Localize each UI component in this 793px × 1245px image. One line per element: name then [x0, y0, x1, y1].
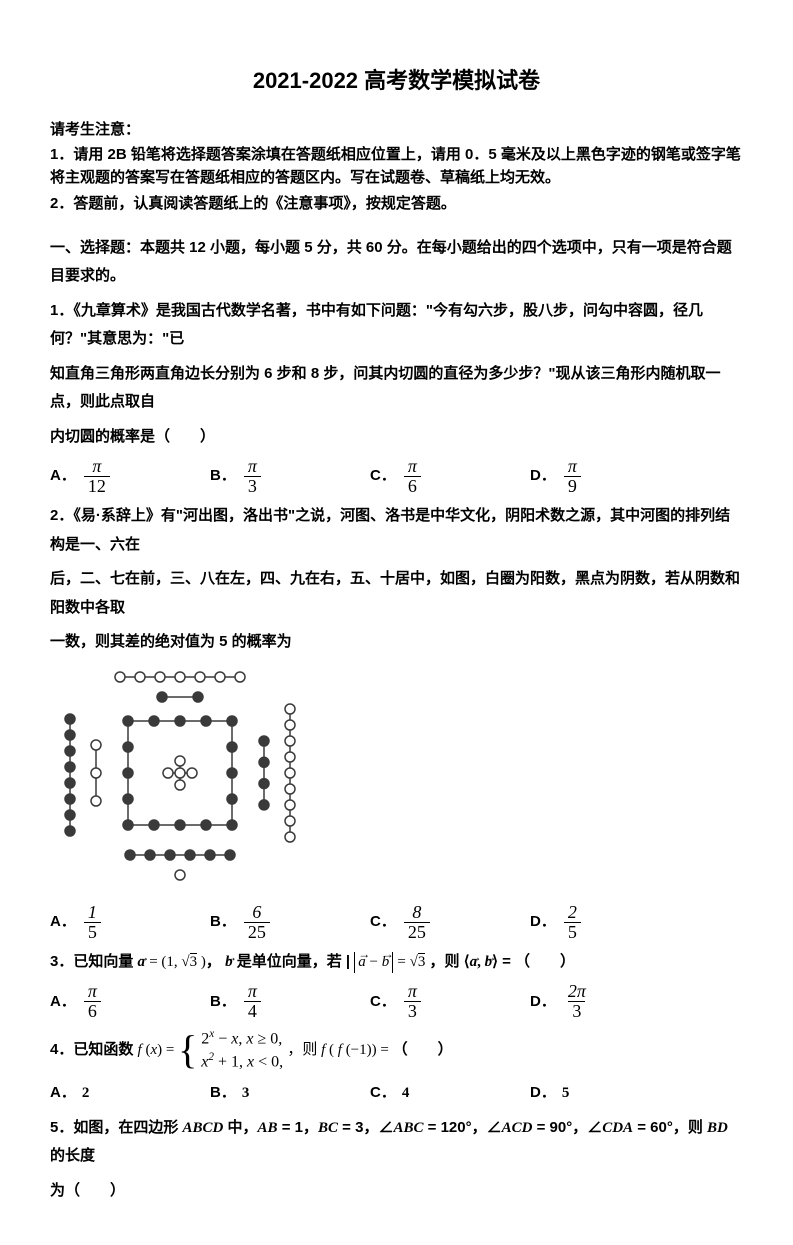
notice-header: 请考生注意：	[50, 116, 743, 145]
notice-1: 1．请用 2B 铅笔将选择题答案涂填在答题纸相应位置上，请用 0．5 毫米及以上…	[50, 144, 743, 189]
question-1-line3: 内切圆的概率是（ ）	[50, 423, 743, 452]
question-2-line2: 后，二、七在前，三、八在左，四、九在右，五、十居中，如图，白圈为阳数，黑点为阴数…	[50, 565, 743, 622]
question-2-line1: 2．《易·系辞上》有"河出图，洛出书"之说，河图、洛书是中华文化，阴阳术数之源，…	[50, 502, 743, 559]
q4-opt-b: B．3	[210, 1079, 370, 1108]
question-3: 3．已知向量 a = (1, √3 )， b 是单位向量，若 | a − b =…	[50, 948, 743, 977]
q4-opt-c: C．4	[370, 1079, 530, 1108]
q3-opt-d: D．2π3	[530, 982, 690, 1021]
q1-opt-d: D．π9	[530, 457, 690, 496]
section-1-header: 一、选择题：本题共 12 小题，每小题 5 分，共 60 分。在每小题给出的四个…	[50, 234, 743, 291]
question-5-line2: 为（ ）	[50, 1177, 743, 1206]
notice-2: 2．答题前，认真阅读答题纸上的《注意事项》，按规定答题。	[50, 193, 743, 216]
q3-opt-b: B．π4	[210, 982, 370, 1021]
q4-opt-d: D．5	[530, 1079, 690, 1108]
q2-opt-d: D．25	[530, 903, 690, 942]
question-1-line1: 1．《九章算术》是我国古代数学名著，书中有如下问题："今有勾六步，股八步，问勾中…	[50, 297, 743, 354]
question-3-options: A．π6 B．π4 C．π3 D．2π3	[50, 982, 743, 1021]
question-5-line1: 5．如图，在四边形 ABCD 中，AB = 1，BC = 3，∠ABC = 12…	[50, 1114, 743, 1171]
question-4: 4．已知函数 f (x) = { 2x − x, x ≥ 0, x2 + 1, …	[50, 1027, 743, 1073]
question-1-options: A．π12 B．π3 C．π6 D．π9	[50, 457, 743, 496]
q1-opt-b: B．π3	[210, 457, 370, 496]
question-2-line3: 一数，则其差的绝对值为 5 的概率为	[50, 628, 743, 657]
q2-opt-c: C．825	[370, 903, 530, 942]
hetu-diagram	[50, 663, 310, 883]
q2-opt-a: A．15	[50, 903, 210, 942]
q3-opt-a: A．π6	[50, 982, 210, 1021]
q1-opt-c: C．π6	[370, 457, 530, 496]
question-4-options: A．2 B．3 C．4 D．5	[50, 1079, 743, 1108]
question-1-line2: 知直角三角形两直角边长分别为 6 步和 8 步，问其内切圆的直径为多少步？"现从…	[50, 360, 743, 417]
page-title: 2021-2022 高考数学模拟试卷	[50, 60, 743, 102]
q1-opt-a: A．π12	[50, 457, 210, 496]
q3-opt-c: C．π3	[370, 982, 530, 1021]
q2-opt-b: B．625	[210, 903, 370, 942]
q4-opt-a: A．2	[50, 1079, 210, 1108]
question-2-options: A．15 B．625 C．825 D．25	[50, 903, 743, 942]
